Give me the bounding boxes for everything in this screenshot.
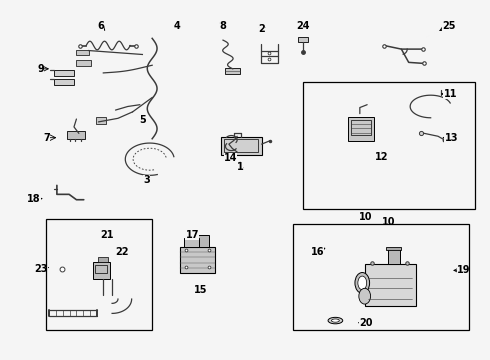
Bar xyxy=(54,78,74,85)
Bar xyxy=(185,235,209,247)
Bar xyxy=(179,247,215,273)
Text: 2: 2 xyxy=(259,24,266,35)
Bar xyxy=(303,82,475,210)
Ellipse shape xyxy=(328,318,343,324)
Text: 6: 6 xyxy=(98,21,104,31)
Bar xyxy=(67,131,85,139)
Text: 1: 1 xyxy=(237,162,244,172)
Ellipse shape xyxy=(355,273,369,293)
Text: 19: 19 xyxy=(457,265,471,275)
Text: 12: 12 xyxy=(375,152,389,162)
Bar xyxy=(96,117,106,125)
Text: 4: 4 xyxy=(173,21,180,31)
Bar xyxy=(76,60,91,66)
Bar xyxy=(293,224,469,330)
Text: 9: 9 xyxy=(37,64,44,74)
Ellipse shape xyxy=(331,319,339,322)
Bar xyxy=(95,265,107,273)
Ellipse shape xyxy=(359,288,370,304)
Bar xyxy=(224,139,258,152)
Text: 10: 10 xyxy=(382,217,395,227)
Bar xyxy=(225,68,240,74)
Text: 7: 7 xyxy=(44,133,50,143)
Text: 15: 15 xyxy=(194,285,208,296)
Bar xyxy=(350,120,371,135)
Text: 5: 5 xyxy=(139,115,146,125)
Text: 17: 17 xyxy=(186,230,199,239)
Bar xyxy=(386,247,401,249)
Text: 23: 23 xyxy=(34,264,48,274)
Bar xyxy=(365,264,416,306)
Bar xyxy=(98,257,108,262)
Text: 25: 25 xyxy=(442,21,456,31)
Text: 21: 21 xyxy=(100,230,114,239)
Bar xyxy=(54,69,74,76)
Text: 10: 10 xyxy=(360,212,373,221)
Text: 16: 16 xyxy=(311,247,324,257)
Bar xyxy=(184,238,198,247)
Text: 24: 24 xyxy=(296,21,309,31)
Text: 14: 14 xyxy=(223,153,237,163)
Bar xyxy=(46,219,152,330)
Bar xyxy=(220,137,262,155)
Text: 8: 8 xyxy=(220,21,226,31)
Text: 11: 11 xyxy=(443,89,457,99)
Bar xyxy=(93,262,110,279)
Bar xyxy=(347,117,374,140)
Ellipse shape xyxy=(358,276,367,290)
Bar xyxy=(388,249,400,264)
Text: 13: 13 xyxy=(444,133,458,143)
Text: 22: 22 xyxy=(115,247,128,257)
Bar xyxy=(298,37,308,42)
Text: 3: 3 xyxy=(143,175,149,185)
Bar xyxy=(76,50,89,55)
Text: 18: 18 xyxy=(27,194,41,204)
Text: 20: 20 xyxy=(360,318,373,328)
